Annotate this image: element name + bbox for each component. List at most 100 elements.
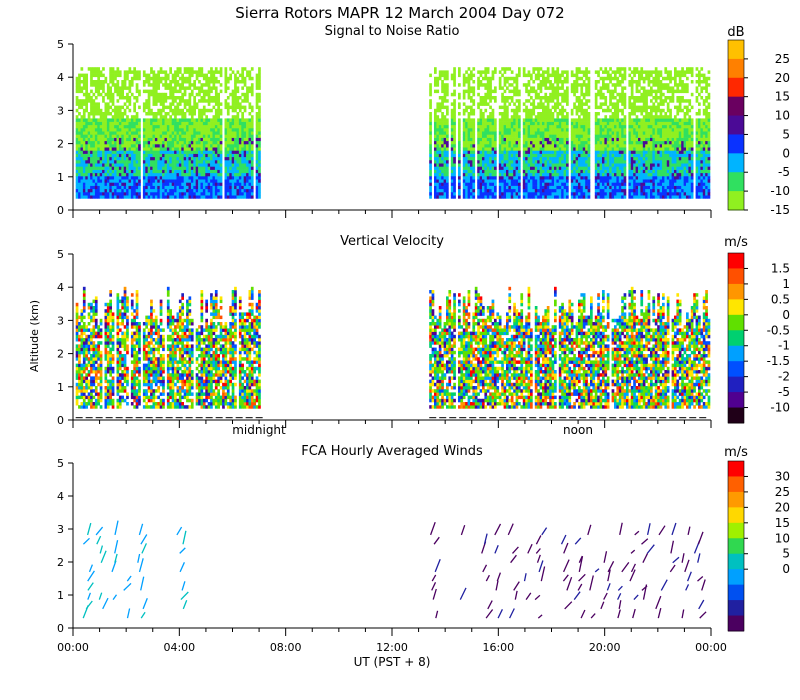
heat-cell xyxy=(92,99,96,103)
heat-cell xyxy=(186,131,189,135)
heat-cell xyxy=(106,166,110,170)
heat-cell xyxy=(150,121,153,126)
heat-cell xyxy=(78,140,81,145)
heat-cell xyxy=(255,182,259,186)
heat-cell xyxy=(594,96,598,100)
heat-cell xyxy=(80,124,84,129)
heat-cell xyxy=(123,182,127,186)
heat-cell xyxy=(126,137,129,142)
heat-cell xyxy=(243,121,247,126)
heat-cell xyxy=(614,172,617,177)
heat-cell xyxy=(522,147,526,151)
heat-cell xyxy=(190,144,194,148)
heat-cell xyxy=(578,140,581,145)
heat-cell xyxy=(599,179,603,183)
heat-cell xyxy=(193,188,196,193)
heat-cell xyxy=(503,115,507,119)
heat-cell xyxy=(111,96,115,100)
heat-cell xyxy=(126,147,129,151)
heat-cell xyxy=(154,86,158,90)
heat-cell xyxy=(522,188,526,193)
heat-cell xyxy=(224,182,228,186)
heat-cell xyxy=(513,134,516,138)
heat-cell xyxy=(542,108,545,113)
heat-cell xyxy=(212,96,216,100)
heat-cell xyxy=(130,128,134,132)
heat-cell xyxy=(532,150,536,154)
heat-cell xyxy=(147,179,151,183)
heat-cell xyxy=(532,176,536,180)
heat-cell xyxy=(513,153,516,158)
heat-cell xyxy=(243,192,247,196)
heat-cell xyxy=(205,166,208,170)
heat-cell xyxy=(446,86,449,90)
heat-cell xyxy=(214,128,218,132)
heat-cell xyxy=(573,163,576,167)
heat-cell xyxy=(214,121,218,126)
heat-cell xyxy=(441,147,444,151)
heat-cell xyxy=(195,166,199,170)
heat-cell xyxy=(238,108,242,113)
heat-cell xyxy=(489,150,492,154)
heat-cell xyxy=(537,118,540,122)
heat-cell xyxy=(145,134,148,138)
heat-cell xyxy=(453,67,456,71)
heat-cell xyxy=(250,195,254,199)
heat-cell xyxy=(597,179,600,183)
heat-cell xyxy=(212,86,216,90)
heat-cell xyxy=(183,140,187,145)
heat-cell xyxy=(561,73,564,78)
heat-cell xyxy=(102,131,105,135)
heat-cell xyxy=(183,115,187,119)
heat-cell xyxy=(236,147,240,151)
heat-cell xyxy=(501,169,504,174)
heat-cell xyxy=(602,169,605,174)
heat-cell xyxy=(188,185,192,190)
heat-cell xyxy=(188,67,192,71)
heat-cell xyxy=(549,112,552,116)
heat-cell xyxy=(178,166,182,170)
heat-cell xyxy=(217,70,220,74)
heat-cell xyxy=(258,144,261,148)
heat-cell xyxy=(438,147,442,151)
heat-cell xyxy=(506,188,509,193)
heat-cell xyxy=(551,67,555,71)
heat-cell xyxy=(207,76,211,81)
heat-cell xyxy=(544,150,548,154)
heat-cell xyxy=(472,185,476,190)
heat-cell xyxy=(554,128,557,132)
heat-cell xyxy=(450,92,454,97)
heat-cell xyxy=(503,137,507,142)
heat-cell xyxy=(510,153,514,158)
heat-cell xyxy=(575,140,579,145)
heat-cell xyxy=(145,99,148,103)
heat-cell xyxy=(611,124,615,129)
heat-cell xyxy=(465,137,468,142)
heat-cell xyxy=(494,185,497,190)
heat-cell xyxy=(255,83,259,87)
heat-cell xyxy=(90,192,93,196)
heat-cell xyxy=(133,121,136,126)
heat-cell xyxy=(566,188,569,193)
heat-cell xyxy=(162,192,165,196)
heat-cell xyxy=(527,147,531,151)
heat-cell xyxy=(578,153,581,158)
heat-cell xyxy=(186,195,189,199)
heat-cell xyxy=(145,163,148,167)
heat-cell xyxy=(255,153,259,158)
heat-cell xyxy=(171,169,175,174)
heat-cell xyxy=(116,147,120,151)
heat-cell xyxy=(212,172,216,177)
heat-cell xyxy=(510,83,514,87)
heat-cell xyxy=(544,124,548,129)
heat-cell xyxy=(178,169,182,174)
heat-cell xyxy=(513,108,516,113)
heat-cell xyxy=(121,112,124,116)
heat-cell xyxy=(126,134,129,138)
heat-cell xyxy=(109,131,112,135)
heat-cell xyxy=(453,118,456,122)
heat-cell xyxy=(186,70,189,74)
heat-cell xyxy=(236,115,240,119)
heat-cell xyxy=(85,128,88,132)
heat-cell xyxy=(537,112,540,116)
